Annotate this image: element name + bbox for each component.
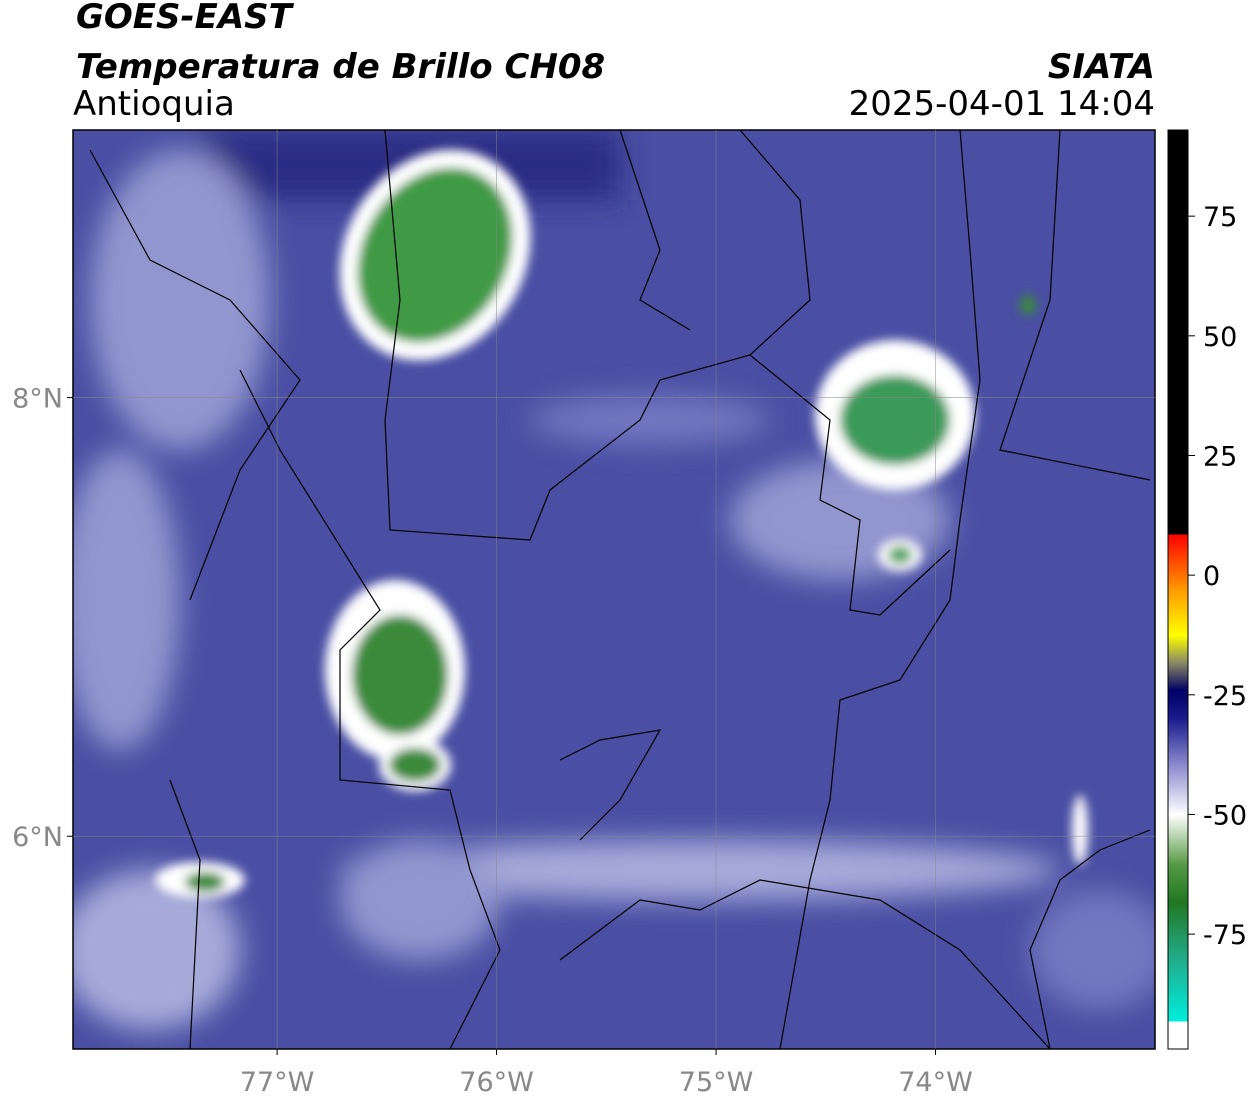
y-tick-label: 6°N [12,822,63,853]
colorbar-tick-label: 25 [1203,441,1237,472]
x-tick-label: 75°W [679,1067,754,1098]
datetime: 2025-04-01 14:04 [849,84,1155,124]
x-tick-label: 77°W [240,1067,315,1098]
subtitle: Temperatura de Brillo CH08 [76,47,605,87]
source: SIATA [1048,47,1155,87]
y-tick-label: 8°N [12,384,63,415]
region: Antioquia [73,84,235,124]
colorbar-tick-label: 50 [1203,322,1237,353]
colorbar-tick-label: -50 [1203,800,1247,831]
map-frame [72,129,1156,1050]
colorbar-tick-label: 75 [1203,202,1237,233]
map-field [73,130,1155,1049]
colorbar-tick-label: -25 [1203,681,1247,712]
colorbar-tick-label: -75 [1203,920,1247,951]
colorbar [1167,129,1189,1050]
title: GOES-EAST [76,0,295,37]
colorbar-tick-label: 0 [1203,561,1220,592]
x-tick-label: 76°W [459,1067,534,1098]
x-tick-label: 74°W [898,1067,973,1098]
